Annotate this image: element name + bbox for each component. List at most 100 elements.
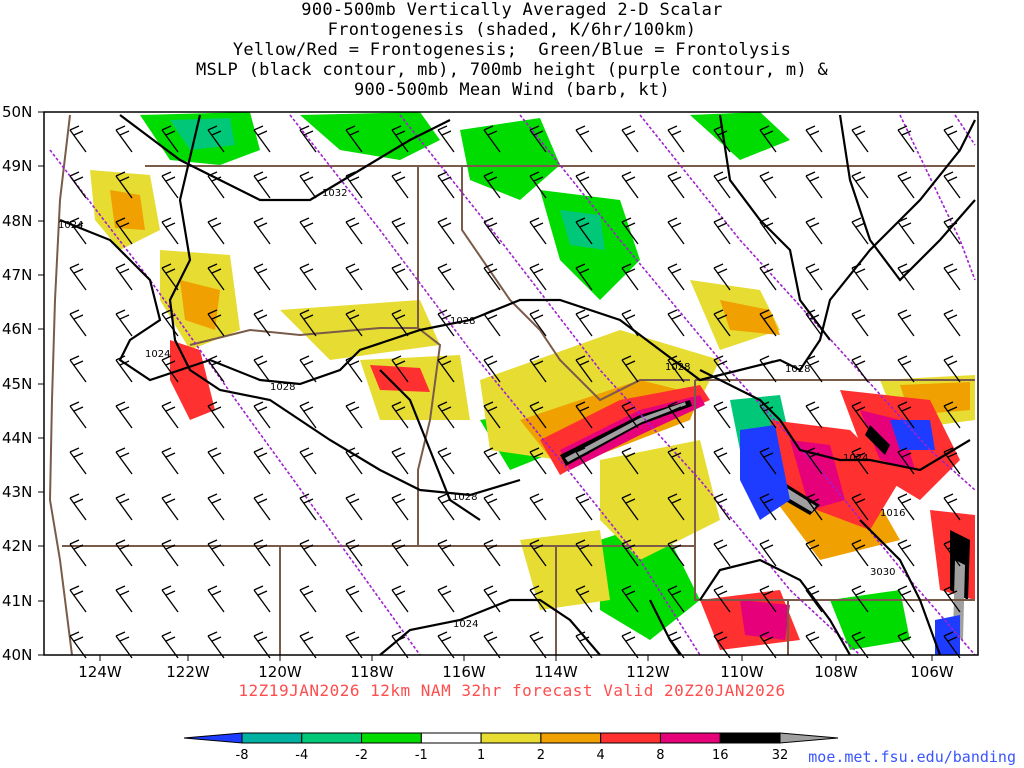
wind-barb bbox=[437, 401, 455, 429]
lat-label: 48N bbox=[2, 212, 32, 230]
frontogenesis-shading bbox=[90, 112, 975, 655]
wind-barb bbox=[897, 539, 915, 567]
wind-barb bbox=[437, 263, 455, 291]
colorbar-tick-label: 1 bbox=[477, 748, 485, 763]
contour-label: 3030 bbox=[870, 567, 895, 578]
colorbar-max-arrow bbox=[779, 732, 839, 744]
wind-barb bbox=[437, 309, 455, 337]
wind-barb bbox=[253, 631, 271, 659]
wind-barb bbox=[529, 585, 547, 613]
wind-barb bbox=[621, 217, 639, 245]
wind-barb bbox=[851, 309, 869, 337]
wind-barb bbox=[943, 263, 961, 291]
wind-barb bbox=[253, 355, 271, 383]
wind-barb bbox=[161, 171, 179, 199]
lon-label: 112W bbox=[626, 663, 670, 681]
wind-barb bbox=[851, 493, 869, 521]
wind-barb bbox=[161, 125, 179, 153]
wind-barb bbox=[713, 401, 731, 429]
wind-barb bbox=[667, 447, 685, 475]
wind-barb bbox=[299, 631, 317, 659]
wind-barb bbox=[713, 355, 731, 383]
wind-barb bbox=[207, 539, 225, 567]
wind-barb bbox=[69, 217, 87, 245]
political-borders bbox=[48, 114, 975, 656]
wind-barb bbox=[115, 355, 133, 383]
wind-barb bbox=[529, 125, 547, 153]
contour-label: 1032 bbox=[322, 188, 347, 199]
lat-label: 44N bbox=[2, 429, 32, 447]
colorbar-swatch bbox=[241, 732, 303, 744]
wind-barb bbox=[759, 585, 777, 613]
title-line-1: 900-500mb Vertically Averaged 2-D Scalar bbox=[301, 0, 723, 20]
wind-barb bbox=[713, 447, 731, 475]
wind-barb bbox=[161, 447, 179, 475]
lat-label: 42N bbox=[2, 537, 32, 555]
wind-barb bbox=[667, 401, 685, 429]
wind-barb bbox=[345, 309, 363, 337]
wind-barb bbox=[575, 263, 593, 291]
wind-barb bbox=[805, 447, 823, 475]
wind-barb bbox=[207, 585, 225, 613]
wind-barb bbox=[759, 355, 777, 383]
wind-barb bbox=[621, 309, 639, 337]
wind-barb bbox=[943, 309, 961, 337]
contour-labels: 1032 1024 1028 1024 1028 1028 1028 1024 … bbox=[58, 188, 905, 630]
colorbar-tick-label: 16 bbox=[712, 748, 729, 763]
wind-barb bbox=[897, 125, 915, 153]
wind-barb bbox=[207, 401, 225, 429]
colorbar-swatch bbox=[480, 732, 542, 744]
wind-barb bbox=[69, 401, 87, 429]
wind-barb bbox=[391, 447, 409, 475]
wind-barb bbox=[851, 263, 869, 291]
colorbar-tick-label: 32 bbox=[772, 748, 789, 763]
wind-barb bbox=[161, 539, 179, 567]
wind-barb bbox=[391, 585, 409, 613]
wind-barb bbox=[805, 585, 823, 613]
wind-barb bbox=[437, 539, 455, 567]
wind-barb bbox=[667, 125, 685, 153]
wind-barb bbox=[345, 171, 363, 199]
wind-barb bbox=[115, 493, 133, 521]
site-url[interactable]: moe.met.fsu.edu/banding bbox=[808, 748, 1016, 766]
wind-barb bbox=[345, 263, 363, 291]
lat-label: 47N bbox=[2, 266, 32, 284]
wind-barb bbox=[667, 217, 685, 245]
wind-barb bbox=[621, 631, 639, 659]
wind-barb bbox=[253, 217, 271, 245]
wind-barb bbox=[69, 355, 87, 383]
wind-barb bbox=[575, 539, 593, 567]
wind-barb bbox=[759, 493, 777, 521]
colorbar-swatch bbox=[600, 732, 661, 744]
colorbar-tick-label: 8 bbox=[656, 748, 664, 763]
wind-barb bbox=[299, 401, 317, 429]
wind-barb bbox=[897, 401, 915, 429]
lon-label: 108W bbox=[814, 663, 858, 681]
colorbar-swatch bbox=[301, 732, 363, 744]
wind-barb bbox=[69, 125, 87, 153]
lon-label: 114W bbox=[534, 663, 578, 681]
wind-barb bbox=[69, 539, 87, 567]
contour-label: 1016 bbox=[880, 508, 905, 519]
wind-barb bbox=[253, 263, 271, 291]
wind-barb bbox=[713, 217, 731, 245]
wind-barb bbox=[529, 355, 547, 383]
wind-barb bbox=[621, 171, 639, 199]
wind-barb bbox=[115, 171, 133, 199]
wind-barb bbox=[621, 585, 639, 613]
wind-barb bbox=[805, 125, 823, 153]
wind-barbs bbox=[69, 125, 961, 659]
wind-barb bbox=[575, 217, 593, 245]
wind-barb bbox=[161, 309, 179, 337]
wind-barb bbox=[483, 631, 501, 659]
wind-barb bbox=[713, 309, 731, 337]
colorbar-swatch bbox=[719, 732, 781, 744]
wind-barb bbox=[115, 631, 133, 659]
wind-barb bbox=[483, 217, 501, 245]
wind-barb bbox=[529, 401, 547, 429]
wind-barb bbox=[345, 585, 363, 613]
wind-barb bbox=[575, 401, 593, 429]
wind-barb bbox=[713, 171, 731, 199]
colorbar-tick-label: -8 bbox=[236, 748, 249, 763]
wind-barb bbox=[805, 263, 823, 291]
